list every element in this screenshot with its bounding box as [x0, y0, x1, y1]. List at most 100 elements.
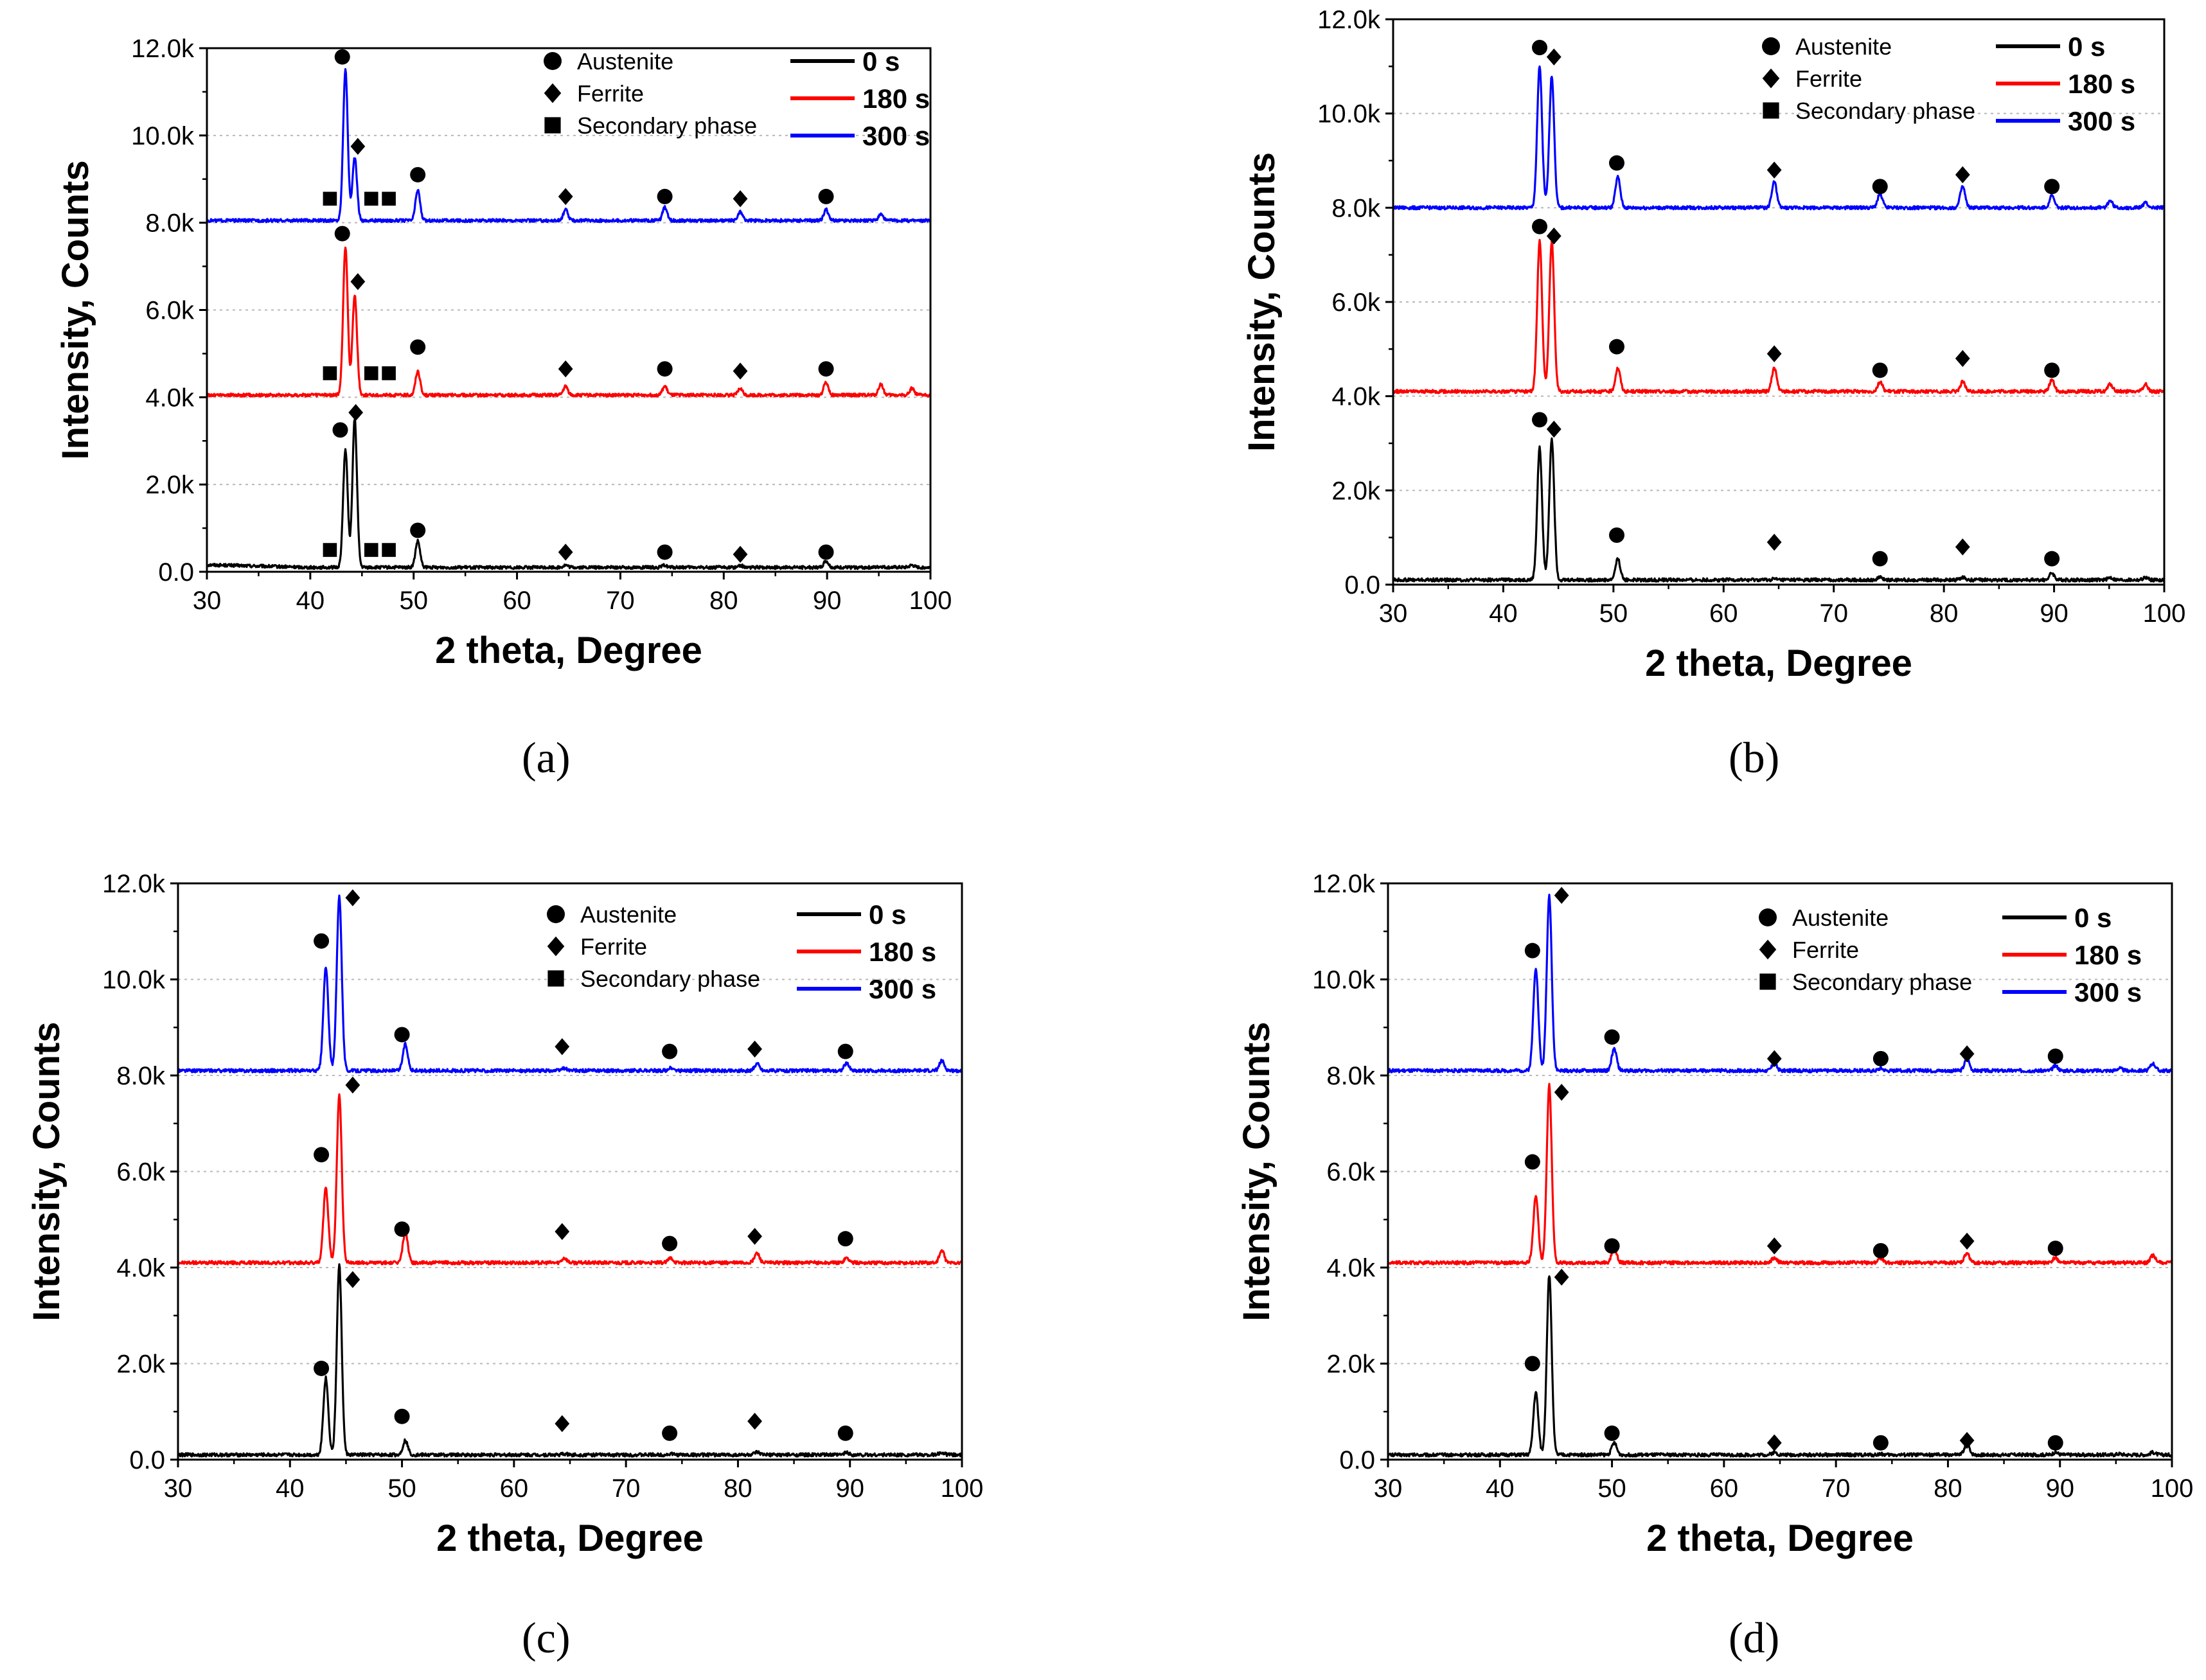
phase-marker-secondary-phase: [382, 191, 396, 206]
series-line-0s: [177, 1263, 963, 1458]
phase-marker-austenite: [657, 361, 673, 377]
x-axis: 30 40 50 60 70 80 90 100: [1374, 1460, 2193, 1503]
y-tick-label: 10.0k: [131, 122, 195, 150]
legend-secondary-phase-icon: [1759, 973, 1776, 990]
phase-marker-austenite: [314, 1360, 330, 1376]
phase-legend: Austenite Ferrite Secondary phase: [544, 48, 757, 139]
phase-marker-austenite: [334, 225, 350, 242]
phase-marker-austenite: [1524, 942, 1540, 959]
y-tick-label: 8.0k: [1331, 194, 1381, 222]
legend-phase-label: Secondary phase: [1795, 98, 1975, 124]
series-line-0s: [206, 418, 932, 570]
y-axis: 0.0 2.0k 4.0k 6.0k 8.0k 10.0k 12.0k: [1317, 6, 1393, 599]
y-tick-label: 4.0k: [116, 1254, 166, 1282]
legend-series-label: 0 s: [862, 46, 900, 76]
phase-marker-secondary-phase: [382, 366, 396, 380]
phase-marker-ferrite: [733, 190, 748, 208]
phase-marker-secondary-phase: [364, 366, 378, 380]
legend-austenite-icon: [1759, 908, 1777, 926]
phase-marker-austenite: [1872, 1050, 1889, 1066]
y-tick-label: 8.0k: [116, 1062, 166, 1090]
phase-marker-austenite: [837, 1425, 853, 1441]
x-axis: 30 40 50 60 70 80 90 100: [164, 1460, 984, 1503]
phase-marker-ferrite: [747, 1228, 762, 1245]
phase-marker-austenite: [1532, 40, 1547, 55]
series-line-180s: [206, 246, 932, 398]
phase-marker-secondary-phase: [323, 366, 337, 380]
x-tick-label: 40: [1486, 1474, 1515, 1503]
phase-marker-ferrite: [1546, 227, 1561, 245]
x-tick-label: 40: [276, 1474, 305, 1503]
xrd-panel-d: 30 40 50 60 70 80 90 100 0.0 2.0k 4.0k 6.0k 8.0k 10.0…: [1103, 829, 2206, 1680]
phase-marker-austenite: [1604, 1425, 1620, 1441]
phase-marker-austenite: [394, 1221, 410, 1237]
y-tick-label: 4.0k: [1326, 1254, 1376, 1282]
legend-ferrite-icon: [544, 83, 562, 103]
y-tick-label: 6.0k: [145, 297, 195, 325]
x-tick-label: 90: [813, 587, 842, 615]
phase-marker-secondary-phase: [364, 543, 378, 557]
x-tick-label: 90: [2045, 1474, 2074, 1503]
phase-marker-austenite: [657, 188, 673, 204]
legend-series-label: 180 s: [2068, 69, 2135, 99]
phase-marker-ferrite: [345, 1076, 360, 1094]
phase-marker-secondary-phase: [382, 543, 396, 557]
phase-marker-ferrite: [1554, 1083, 1569, 1101]
x-tick-label: 50: [387, 1474, 416, 1503]
phase-marker-ferrite: [733, 362, 748, 380]
y-axis-title: Intensity, Counts: [26, 1021, 67, 1321]
y-tick-label: 12.0k: [1317, 6, 1381, 34]
phase-markers: [1524, 887, 2063, 1452]
series-legend: 0 s 180 s 300 s: [790, 46, 930, 151]
phase-marker-austenite: [1609, 155, 1624, 171]
legend-series-label: 300 s: [862, 121, 930, 151]
phase-marker-ferrite: [555, 1223, 570, 1241]
series-legend: 0 s 180 s 300 s: [2002, 903, 2142, 1007]
phase-marker-ferrite: [747, 1040, 762, 1058]
y-axis: 0.0 2.0k 4.0k 6.0k 8.0k 10.0k 12.0k: [102, 870, 178, 1474]
legend-series-label: 180 s: [869, 937, 936, 967]
phase-marker-austenite: [662, 1043, 678, 1059]
x-tick-label: 70: [612, 1474, 641, 1503]
y-tick-label: 12.0k: [102, 870, 166, 898]
gridlines: [207, 48, 930, 486]
xrd-chart-c: 30 40 50 60 70 80 90 100 0.0 2.0k 4.0k 6.0k 8.0k 10.0…: [26, 870, 984, 1559]
series-legend: 0 s 180 s 300 s: [797, 899, 936, 1004]
phase-marker-austenite: [818, 188, 834, 204]
phase-marker-ferrite: [1546, 48, 1561, 66]
phase-marker-secondary-phase: [323, 543, 337, 557]
phase-marker-austenite: [1872, 362, 1888, 378]
x-axis-title: 2 theta, Degree: [1645, 642, 1912, 684]
x-tick-label: 60: [500, 1474, 529, 1503]
series-line-300s: [206, 67, 931, 224]
phase-marker-austenite: [1872, 179, 1888, 195]
x-tick-label: 100: [941, 1474, 984, 1503]
x-tick-label: 50: [1599, 599, 1628, 628]
phase-marker-ferrite: [1766, 161, 1782, 179]
phase-marker-ferrite: [1955, 349, 1970, 367]
phase-marker-austenite: [1532, 218, 1547, 234]
phase-marker-austenite: [1524, 1154, 1540, 1170]
y-tick-label: 8.0k: [1326, 1062, 1376, 1090]
x-tick-label: 80: [709, 587, 738, 615]
legend-phase-label: Ferrite: [577, 80, 644, 107]
phase-marker-austenite: [2044, 551, 2060, 567]
y-tick-label: 6.0k: [1326, 1158, 1376, 1187]
phase-marker-ferrite: [1766, 1434, 1782, 1452]
phase-marker-austenite: [837, 1231, 853, 1247]
y-axis: 0.0 2.0k 4.0k 6.0k 8.0k 10.0k 12.0k: [1312, 870, 1388, 1474]
phase-marker-austenite: [1609, 527, 1624, 543]
series-line-300s: [177, 894, 963, 1074]
legend-phase-label: Austenite: [1795, 33, 1892, 60]
phase-marker-austenite: [394, 1408, 410, 1424]
phase-marker-austenite: [334, 49, 350, 65]
x-axis-title: 2 theta, Degree: [436, 1517, 704, 1559]
phase-marker-ferrite: [345, 1271, 360, 1288]
phase-marker-ferrite: [350, 273, 366, 290]
phase-marker-austenite: [410, 522, 426, 538]
y-axis: 0.0 2.0k 4.0k 6.0k 8.0k 10.0k 12.0k: [131, 35, 207, 587]
x-tick-label: 100: [2143, 599, 2186, 628]
phase-marker-austenite: [332, 422, 348, 438]
y-tick-label: 2.0k: [145, 471, 195, 499]
gridlines: [1393, 19, 2164, 491]
